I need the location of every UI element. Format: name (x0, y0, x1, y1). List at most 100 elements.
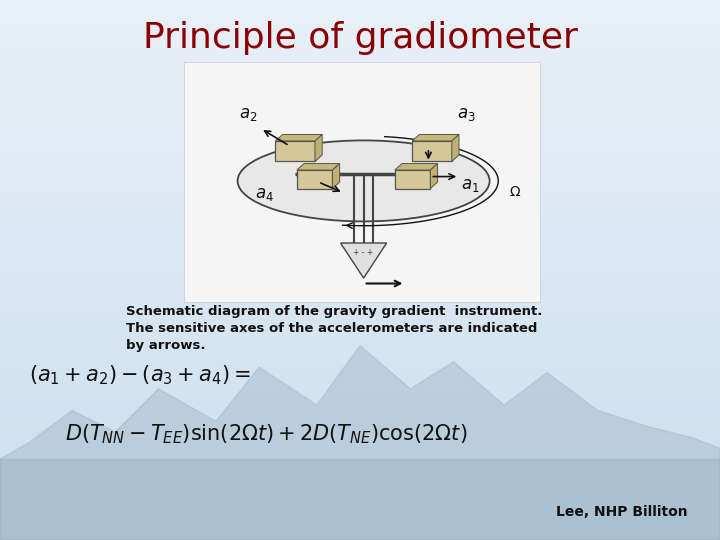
Bar (0, 245, 720, 248)
Bar (0, 252, 720, 255)
Bar (0, 389, 720, 393)
Bar (0, 317, 720, 320)
Bar (0, 295, 720, 299)
Bar (0, 7, 720, 11)
Bar (0, 11, 720, 15)
Text: + - +: + - + (354, 248, 374, 257)
Text: $\Omega$: $\Omega$ (509, 185, 521, 199)
Bar (0, 4, 720, 7)
Text: $(a_1 + a_2) - (a_3 + a_4) =$: $(a_1 + a_2) - (a_3 + a_4) =$ (29, 363, 251, 387)
Bar (0, 191, 720, 194)
Bar (0, 201, 720, 205)
Bar (0, 119, 720, 123)
Polygon shape (412, 134, 459, 141)
Bar (0, 285, 720, 288)
Bar (0, 32, 720, 36)
Bar (0, 130, 720, 133)
Bar (0, 504, 720, 508)
Bar (0, 382, 720, 385)
Bar (297, 170, 333, 188)
Polygon shape (0, 459, 720, 540)
Polygon shape (275, 134, 323, 141)
Bar (0, 371, 720, 374)
Bar (0, 533, 720, 536)
Bar (0, 147, 720, 151)
Bar (0, 356, 720, 360)
Bar (0, 428, 720, 432)
Bar (0, 417, 720, 421)
Bar (0, 101, 720, 104)
Text: $D(T_{NN} - T_{EE})\sin(2\Omega t) + 2D(T_{NE})\cos(2\Omega t)$: $D(T_{NN} - T_{EE})\sin(2\Omega t) + 2D(… (65, 423, 467, 447)
Bar (0, 238, 720, 241)
Bar (0, 479, 720, 482)
Bar (0, 511, 720, 515)
Bar (0, 90, 720, 93)
Bar (0, 231, 720, 234)
Bar (0, 69, 720, 72)
Bar (0, 162, 720, 166)
Bar (0, 331, 720, 335)
Polygon shape (297, 164, 340, 170)
Bar (0, 342, 720, 346)
Bar (0, 486, 720, 490)
Bar (0, 248, 720, 252)
Bar (0, 393, 720, 396)
Bar (0, 360, 720, 363)
Bar (0, 137, 720, 140)
Bar (0, 501, 720, 504)
Bar (0, 126, 720, 130)
Text: Lee, NHP Billiton: Lee, NHP Billiton (556, 505, 688, 519)
Bar (0, 47, 720, 50)
Bar (0, 112, 720, 115)
Bar (0, 464, 720, 468)
Bar (0, 184, 720, 187)
Bar (0, 335, 720, 339)
Bar (0, 536, 720, 540)
Bar (0, 328, 720, 331)
Bar (0, 97, 720, 101)
Bar (275, 141, 315, 161)
Bar (0, 378, 720, 382)
Bar (0, 432, 720, 436)
Bar (0, 277, 720, 281)
Bar (0, 400, 720, 403)
Text: $a_3$: $a_3$ (457, 105, 476, 123)
Bar (0, 151, 720, 155)
Bar (0, 270, 720, 274)
Text: Principle of gradiometer: Principle of gradiometer (143, 21, 577, 55)
Bar (0, 158, 720, 162)
Bar (0, 104, 720, 108)
Bar (0, 39, 720, 43)
Bar (0, 223, 720, 227)
Bar (0, 367, 720, 371)
Bar (0, 324, 720, 328)
Bar (0, 346, 720, 349)
Bar (0, 212, 720, 216)
Bar (0, 144, 720, 147)
Bar (0, 497, 720, 501)
Bar (0, 58, 720, 61)
Bar (0, 349, 720, 353)
Bar (0, 288, 720, 292)
Bar (0, 482, 720, 486)
Polygon shape (395, 164, 438, 170)
Polygon shape (452, 134, 459, 161)
Bar (0, 259, 720, 263)
Bar (0, 29, 720, 32)
Bar (0, 234, 720, 238)
Bar (0, 194, 720, 198)
Bar (0, 18, 720, 22)
Bar (0, 306, 720, 309)
Bar (0, 205, 720, 209)
Bar (0, 320, 720, 324)
Bar (0, 515, 720, 518)
Bar (0, 36, 720, 39)
Polygon shape (341, 243, 387, 278)
Polygon shape (333, 164, 340, 188)
Bar (0, 468, 720, 471)
Bar (0, 255, 720, 259)
Bar (0, 403, 720, 407)
Bar (0, 173, 720, 177)
Bar (0, 281, 720, 285)
Bar (0, 50, 720, 54)
